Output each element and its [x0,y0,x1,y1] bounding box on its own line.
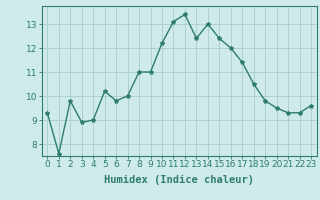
X-axis label: Humidex (Indice chaleur): Humidex (Indice chaleur) [104,175,254,185]
